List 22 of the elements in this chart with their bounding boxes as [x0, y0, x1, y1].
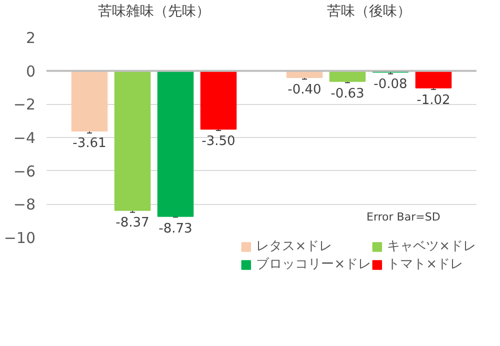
y-tick-label: 2	[26, 29, 36, 47]
y-tick-label: −2	[13, 96, 36, 114]
data-label: -0.40	[288, 82, 322, 98]
y-tick-label: −6	[13, 162, 36, 180]
data-label: -3.61	[72, 136, 106, 151]
x-tick-label: 苦味（後味）	[327, 4, 411, 20]
data-label: -1.02	[416, 92, 450, 108]
legend-label: レタス×ドレ	[256, 238, 332, 255]
y-tick-label: 0	[26, 62, 36, 80]
legend-label: ブロッコリー×ドレ	[256, 256, 372, 273]
y-tick-label: −10	[4, 229, 36, 247]
y-tick-label: −4	[13, 129, 36, 147]
legend-label: キャベツ×ドレ	[387, 238, 476, 255]
data-label: -0.08	[374, 77, 408, 92]
data-label: -8.73	[158, 221, 192, 236]
annotation: Error Bar=SD	[366, 210, 440, 224]
data-label: -0.63	[330, 86, 364, 102]
x-tick-label: 苦味雑味（先味）	[98, 4, 210, 20]
legend-label: トマト×ドレ	[387, 256, 463, 273]
y-tick-label: −8	[13, 196, 36, 214]
data-label: -3.50	[202, 134, 236, 150]
data-label: -8.37	[116, 215, 150, 230]
